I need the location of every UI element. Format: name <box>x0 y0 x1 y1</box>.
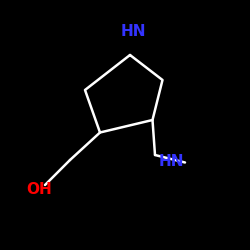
Text: OH: OH <box>26 182 52 198</box>
Text: HN: HN <box>121 24 146 39</box>
Text: HN: HN <box>159 154 184 169</box>
